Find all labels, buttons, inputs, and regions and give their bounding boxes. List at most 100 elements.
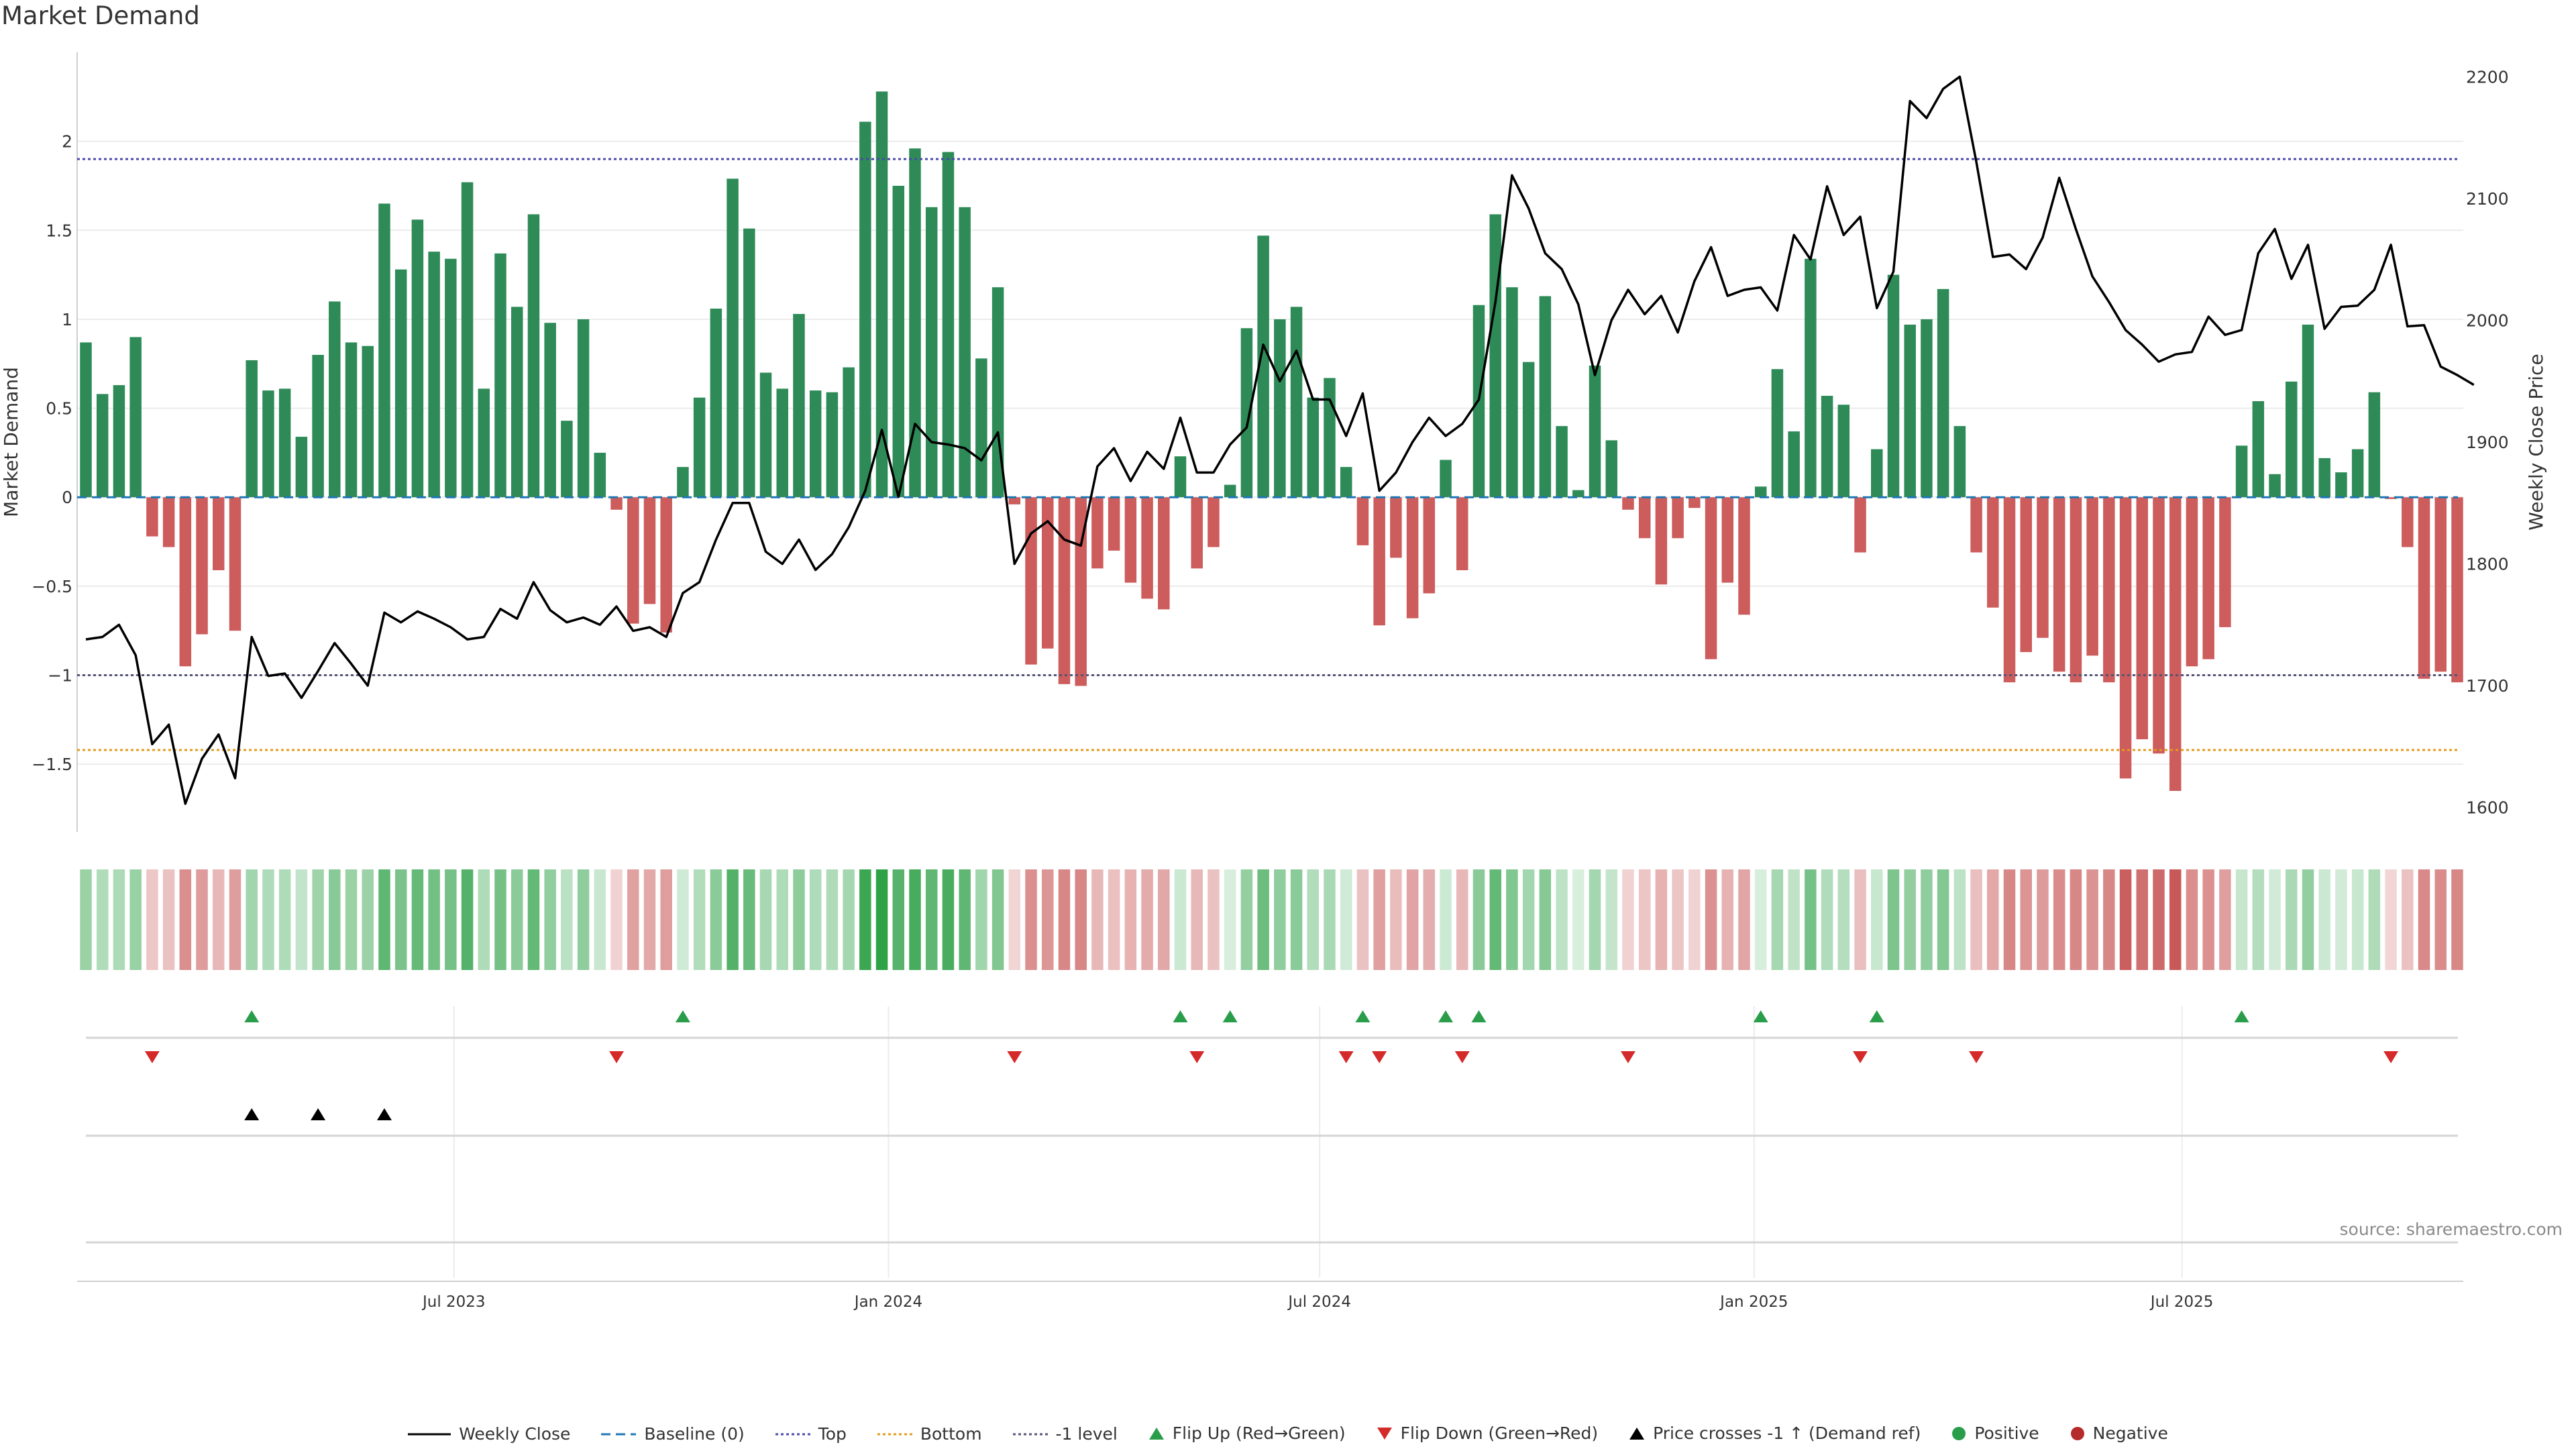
legend-baseline[interactable]: Baseline (0) bbox=[601, 1424, 745, 1444]
demand-bar-positive bbox=[959, 207, 971, 498]
legend-flip-down[interactable]: Flip Down (Green→Red) bbox=[1377, 1424, 1598, 1443]
demand-bar-negative bbox=[2402, 497, 2414, 547]
heat-strip-cell bbox=[1970, 869, 1982, 970]
heat-strip-cell bbox=[96, 869, 109, 970]
demand-bar-positive bbox=[1274, 319, 1286, 498]
heat-strip-cell bbox=[411, 869, 424, 970]
demand-bar-negative bbox=[2202, 497, 2214, 659]
demand-bar-positive bbox=[577, 319, 590, 498]
heat-strip-cell bbox=[2136, 869, 2149, 970]
demand-bar-positive bbox=[1556, 426, 1568, 498]
flip-down-marker bbox=[1620, 1051, 1635, 1063]
legend-price-cross[interactable]: Price crosses -1 ↑ (Demand ref) bbox=[1629, 1424, 1921, 1443]
triangle-up-icon bbox=[1148, 1427, 1164, 1440]
demand-bar-negative bbox=[1655, 497, 1668, 585]
heat-strip-cell bbox=[1274, 869, 1286, 970]
heat-strip-cell bbox=[2053, 869, 2065, 970]
demand-bar-negative bbox=[2385, 497, 2397, 499]
heat-strip-cell bbox=[246, 869, 258, 970]
heat-strip-cell bbox=[843, 869, 855, 970]
demand-bar-negative bbox=[2053, 497, 2065, 672]
demand-bar-positive bbox=[594, 452, 606, 498]
demand-bar-positive bbox=[1921, 319, 1933, 498]
legend-label: Top bbox=[818, 1424, 847, 1444]
demand-bar-positive bbox=[1904, 324, 1916, 498]
demand-bar-negative bbox=[660, 497, 672, 633]
heat-strip-cell bbox=[2302, 869, 2314, 970]
heat-strip-cell bbox=[494, 869, 506, 970]
right-tick-label: 1600 bbox=[2466, 798, 2509, 818]
right-axis-title: Weekly Close Price bbox=[2525, 354, 2547, 530]
heat-strip-cell bbox=[561, 869, 573, 970]
legend-flip-up[interactable]: Flip Up (Red→Green) bbox=[1148, 1424, 1346, 1443]
demand-bar-negative bbox=[1108, 497, 1120, 551]
heat-strip-cell bbox=[1340, 869, 1352, 970]
demand-bar-positive bbox=[1771, 369, 1784, 498]
weekly-close-line bbox=[85, 75, 2475, 805]
right-tick-label: 2200 bbox=[2466, 67, 2509, 87]
page-title: Market Demand bbox=[1, 1, 200, 30]
heat-strip-cell bbox=[113, 869, 125, 970]
legend-positive[interactable]: Positive bbox=[1951, 1424, 2039, 1443]
right-tick-label: 1700 bbox=[2466, 676, 2509, 696]
demand-bar-positive bbox=[1340, 467, 1352, 498]
heat-strip-cell bbox=[2202, 869, 2214, 970]
heat-strip-cell bbox=[2070, 869, 2082, 970]
demand-bar-positive bbox=[362, 345, 374, 498]
demand-bar-negative bbox=[2020, 497, 2032, 653]
demand-bar-positive bbox=[975, 358, 987, 498]
x-tick-label: Jul 2023 bbox=[421, 1293, 486, 1311]
flip-up-marker bbox=[1438, 1010, 1454, 1022]
demand-bar-positive bbox=[428, 252, 440, 498]
heat-strip-cell bbox=[1721, 869, 1734, 970]
heat-strip-cell bbox=[577, 869, 590, 970]
demand-bar-positive bbox=[96, 394, 109, 498]
demand-bar-positive bbox=[1240, 328, 1253, 498]
heat-strip-cell bbox=[196, 869, 208, 970]
demand-bar-positive bbox=[1174, 456, 1187, 498]
legend-bottom[interactable]: Bottom bbox=[877, 1424, 982, 1444]
left-axis-title: Market Demand bbox=[0, 367, 22, 517]
demand-bar-positive bbox=[1937, 288, 1949, 498]
demand-bar-negative bbox=[1042, 497, 1054, 649]
heat-strip-cell bbox=[2252, 869, 2265, 970]
demand-bar-positive bbox=[1788, 431, 1800, 498]
demand-bar-positive bbox=[295, 437, 308, 498]
heat-strip-cell bbox=[329, 869, 341, 970]
heat-strip-cell bbox=[345, 869, 358, 970]
demand-bar-positive bbox=[710, 309, 722, 498]
heat-strip-cell bbox=[1506, 869, 1518, 970]
demand-bar-positive bbox=[2252, 400, 2265, 498]
heat-strip-cell bbox=[1324, 869, 1336, 970]
demand-bar-negative bbox=[1854, 497, 1866, 553]
demand-bar-negative bbox=[2103, 497, 2115, 683]
heat-strip-cell bbox=[428, 869, 440, 970]
demand-bar-negative bbox=[1356, 497, 1369, 545]
demand-bar-negative bbox=[2070, 497, 2082, 683]
demand-bar-positive bbox=[1871, 449, 1883, 498]
heat-strip-cell bbox=[1539, 869, 1552, 970]
heat-strip-cell bbox=[710, 869, 722, 970]
heat-strip-cell bbox=[776, 869, 788, 970]
demand-bar-positive bbox=[461, 182, 474, 498]
demand-bar-positive bbox=[942, 152, 955, 498]
price-cross-marker bbox=[376, 1108, 392, 1120]
x-tick-label: Jul 2025 bbox=[2149, 1293, 2214, 1311]
legend-top[interactable]: Top bbox=[775, 1424, 847, 1444]
demand-bar-negative bbox=[1672, 497, 1684, 539]
x-tick-label: Jan 2024 bbox=[853, 1293, 922, 1311]
legend-negative[interactable]: Negative bbox=[2070, 1424, 2168, 1443]
heat-strip-cell bbox=[1572, 869, 1585, 970]
legend-label: -1 level bbox=[1055, 1424, 1118, 1444]
heat-strip-cell bbox=[627, 869, 639, 970]
demand-bar-negative bbox=[2119, 497, 2132, 779]
dotted-line-swatch-icon bbox=[877, 1433, 912, 1435]
legend-minus-one[interactable]: -1 level bbox=[1012, 1424, 1118, 1444]
legend-weekly-close[interactable]: Weekly Close bbox=[408, 1424, 570, 1444]
demand-bar-negative bbox=[1423, 497, 1436, 594]
price-cross-marker bbox=[244, 1108, 260, 1120]
heat-strip-cell bbox=[2402, 869, 2414, 970]
heat-strip-cell bbox=[2434, 869, 2447, 970]
heat-strip-cell bbox=[892, 869, 905, 970]
heat-strip-cell bbox=[394, 869, 407, 970]
